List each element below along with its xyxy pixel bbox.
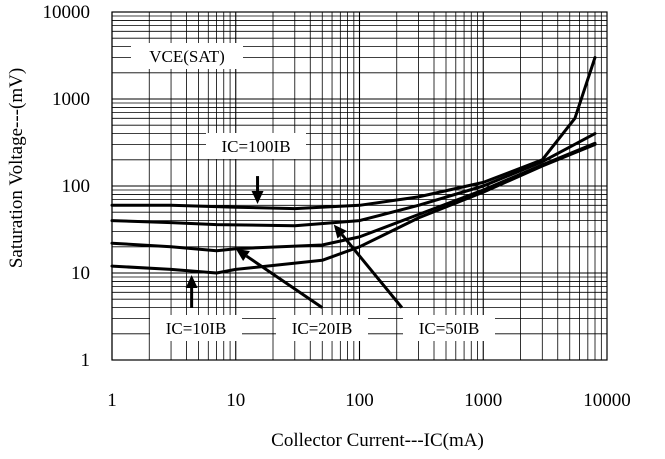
arrow-ic-50ib-shaft: [340, 233, 404, 309]
annotation-label-ic-50ib-box: [403, 315, 495, 341]
arrow-ic-20ib-shaft: [245, 254, 324, 309]
series-line-ic-100ib: [110, 56, 597, 211]
label-layer: VCE(SAT) IC=100IB IC=10IB IC=20IB IC=50IB: [131, 43, 495, 341]
arrow-ic-50ib-head: [333, 224, 347, 239]
y-tick-label: 10: [71, 263, 90, 284]
y-tick-labels: 1 10 100 1000 10000: [43, 2, 91, 371]
y-axis-title: Saturation Voltage---(mV): [6, 68, 27, 268]
annotation-label-ic-20ib: IC=20IB: [292, 319, 353, 338]
x-tick-label: 10: [226, 390, 245, 411]
annotation-label-ic-20ib-box: [276, 315, 368, 341]
annotation-label-ic-50ib: IC=50IB: [419, 319, 480, 338]
x-tick-labels: 1 10 100 1000 10000: [107, 390, 631, 411]
annotation-layer: [185, 176, 404, 309]
chart-title-label: VCE(SAT): [149, 47, 225, 66]
arrow-ic-100ib-head: [251, 191, 264, 205]
chart-title-label-box: [131, 43, 243, 69]
annotation-label-ic-10ib: IC=10IB: [166, 319, 227, 338]
annotation-label-ic-10ib-box: [150, 315, 242, 341]
y-tick-label: 1: [81, 350, 91, 371]
x-tick-label: 100: [345, 390, 374, 411]
x-axis-title: Collector Current---IC(mA): [271, 430, 484, 451]
x-tick-label: 10000: [583, 390, 631, 411]
plot-frame: [111, 11, 608, 361]
grid: [111, 12, 607, 361]
arrow-ic-10ib-head: [185, 274, 198, 288]
arrow-ic-20ib-head: [235, 248, 250, 262]
y-tick-label: 100: [62, 176, 91, 197]
series-line-ic-10ib: [110, 143, 597, 275]
annotation-label-ic-100ib-box: [206, 133, 306, 159]
annotation-label-ic-100ib: IC=100IB: [221, 137, 290, 156]
series-line-ic-50ib: [110, 132, 597, 228]
x-tick-label: 1: [107, 390, 117, 411]
y-tick-label: 1000: [52, 89, 90, 110]
y-tick-label: 10000: [43, 2, 91, 23]
series-layer: [110, 56, 597, 275]
x-tick-label: 1000: [464, 390, 502, 411]
